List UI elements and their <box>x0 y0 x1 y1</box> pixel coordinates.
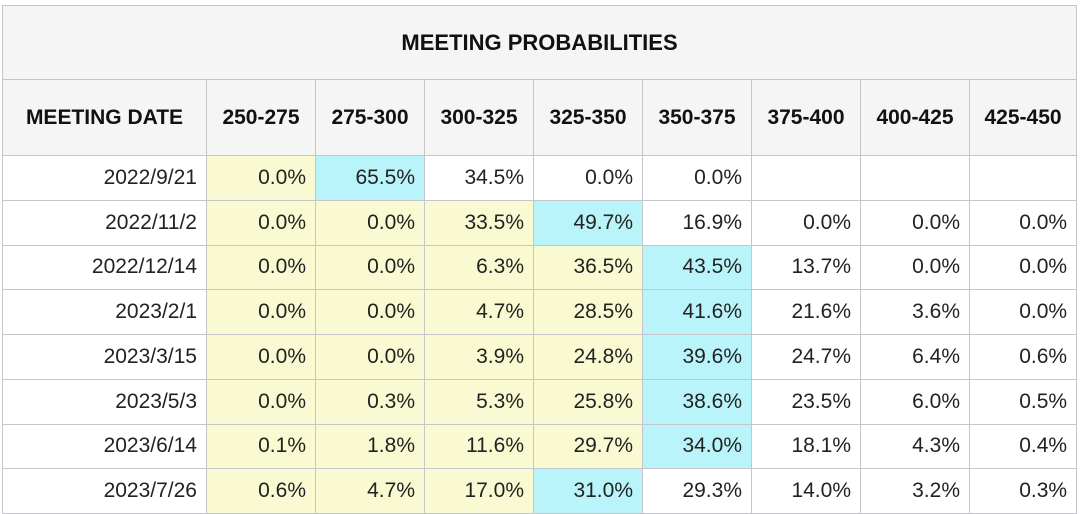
probability-cell: 0.0% <box>315 199 425 246</box>
probability-cell: 0.0% <box>751 199 861 246</box>
probability-cell: 25.8% <box>533 378 643 425</box>
table-row: 2022/9/21 0.0% 65.5% 34.5% 0.0% 0.0% <box>2 155 1078 201</box>
table-row: 2023/6/14 0.1% 1.8% 11.6% 29.7% 34.0% 18.1% 4.3… <box>2 423 1078 470</box>
column-header-range: 250-275 <box>206 79 316 156</box>
table-row: 2023/5/3 0.0% 0.3% 5.3% 25.8% 38.6% 23.5% 6.0% 0… <box>2 378 1078 425</box>
probability-cell: 0.5% <box>968 378 1078 425</box>
probability-cell: 0.0% <box>206 244 316 291</box>
meeting-date-cell: 2022/9/21 <box>2 155 207 201</box>
probability-cell: 0.0% <box>860 244 970 291</box>
probability-cell: 0.6% <box>206 468 316 514</box>
probability-cell: 4.3% <box>860 423 970 470</box>
probability-cell: 0.4% <box>968 423 1078 470</box>
probability-cell: 38.6% <box>642 378 752 425</box>
probability-cell: 0.0% <box>315 334 425 380</box>
column-header-range: 325-350 <box>533 79 643 156</box>
probability-cell: 4.7% <box>315 468 425 514</box>
column-header-range: 400-425 <box>860 79 970 156</box>
probability-cell: 0.6% <box>968 334 1078 380</box>
probability-cell: 4.7% <box>424 289 534 335</box>
probability-cell: 0.0% <box>968 289 1078 335</box>
probability-cell: 24.7% <box>751 334 861 380</box>
probability-cell: 18.1% <box>751 423 861 470</box>
meeting-date-cell: 2023/7/26 <box>2 468 207 514</box>
probability-cell: 29.3% <box>642 468 752 514</box>
column-header-meeting-date: MEETING DATE <box>2 79 207 156</box>
probability-cell: 34.5% <box>424 155 534 201</box>
table-title: MEETING PROBABILITIES <box>1 5 1078 80</box>
probability-cell: 0.0% <box>315 244 425 291</box>
probability-cell: 0.0% <box>642 155 752 201</box>
meeting-date-cell: 2023/5/3 <box>2 378 207 425</box>
probability-cell: 13.7% <box>751 244 861 291</box>
column-header-range: 300-325 <box>424 79 534 156</box>
probability-cell: 43.5% <box>642 244 752 291</box>
probability-cell: 0.0% <box>315 289 425 335</box>
probability-cell <box>860 155 970 201</box>
probability-cell: 36.5% <box>533 244 643 291</box>
probability-cell <box>751 155 861 201</box>
probability-cell: 34.0% <box>642 423 752 470</box>
probability-cell: 0.0% <box>968 199 1078 246</box>
probability-cell: 41.6% <box>642 289 752 335</box>
probability-cell: 14.0% <box>751 468 861 514</box>
probability-cell: 0.0% <box>206 334 316 380</box>
probability-cell: 16.9% <box>642 199 752 246</box>
column-header-range: 375-400 <box>751 79 861 156</box>
probability-cell: 3.6% <box>860 289 970 335</box>
probability-cell: 6.4% <box>860 334 970 380</box>
probability-cell: 0.0% <box>860 199 970 246</box>
probability-cell: 0.0% <box>206 199 316 246</box>
probability-cell: 0.0% <box>968 244 1078 291</box>
probability-cell: 0.3% <box>968 468 1078 514</box>
probability-cell: 49.7% <box>533 199 643 246</box>
probability-cell: 23.5% <box>751 378 861 425</box>
probability-cell: 65.5% <box>315 155 425 201</box>
probability-cell: 0.3% <box>315 378 425 425</box>
probability-cell: 0.0% <box>533 155 643 201</box>
meeting-date-cell: 2023/2/1 <box>2 289 207 335</box>
column-header-row: MEETING DATE 250-275 275-300 300-325 325-350… <box>2 79 1078 156</box>
probability-cell: 5.3% <box>424 378 534 425</box>
column-header-range: 350-375 <box>642 79 752 156</box>
meeting-date-cell: 2023/6/14 <box>2 423 207 470</box>
probability-cell: 0.1% <box>206 423 316 470</box>
meeting-date-cell: 2023/3/15 <box>2 334 207 380</box>
table-row: 2023/2/1 0.0% 0.0% 4.7% 28.5% 41.6% 21.6% 3.6% 0… <box>2 289 1078 335</box>
probability-cell <box>968 155 1078 201</box>
probability-cell: 6.0% <box>860 378 970 425</box>
probability-cell: 24.8% <box>533 334 643 380</box>
meeting-date-cell: 2022/11/2 <box>2 199 207 246</box>
probability-cell: 21.6% <box>751 289 861 335</box>
probability-cell: 1.8% <box>315 423 425 470</box>
probability-cell: 11.6% <box>424 423 534 470</box>
probability-cell: 17.0% <box>424 468 534 514</box>
table-body: 2022/9/21 0.0% 65.5% 34.5% 0.0% 0.0% 2022/11/2… <box>2 155 1078 514</box>
probability-cell: 6.3% <box>424 244 534 291</box>
probability-cell: 3.9% <box>424 334 534 380</box>
probability-cell: 31.0% <box>533 468 643 514</box>
table-row: 2023/7/26 0.6% 4.7% 17.0% 31.0% 29.3% 14.0% 3.2… <box>2 468 1078 514</box>
table-row: 2022/11/2 0.0% 0.0% 33.5% 49.7% 16.9% 0.0% 0.0%… <box>2 199 1078 246</box>
probability-cell: 3.2% <box>860 468 970 514</box>
table-row: 2022/12/14 0.0% 0.0% 6.3% 36.5% 43.5% 13.7% 0.0… <box>2 244 1078 291</box>
meeting-date-cell: 2022/12/14 <box>2 244 207 291</box>
meeting-probabilities-table: MEETING PROBABILITIES MEETING DATE 250-27… <box>1 5 1078 514</box>
probability-cell: 0.0% <box>206 289 316 335</box>
probability-cell: 29.7% <box>533 423 643 470</box>
probability-cell: 0.0% <box>206 378 316 425</box>
probability-cell: 0.0% <box>206 155 316 201</box>
probability-cell: 33.5% <box>424 199 534 246</box>
column-header-range: 425-450 <box>968 79 1078 156</box>
probability-cell: 28.5% <box>533 289 643 335</box>
table-row: 2023/3/15 0.0% 0.0% 3.9% 24.8% 39.6% 24.7% 6.4%… <box>2 334 1078 380</box>
probability-cell: 39.6% <box>642 334 752 380</box>
column-header-range: 275-300 <box>315 79 425 156</box>
